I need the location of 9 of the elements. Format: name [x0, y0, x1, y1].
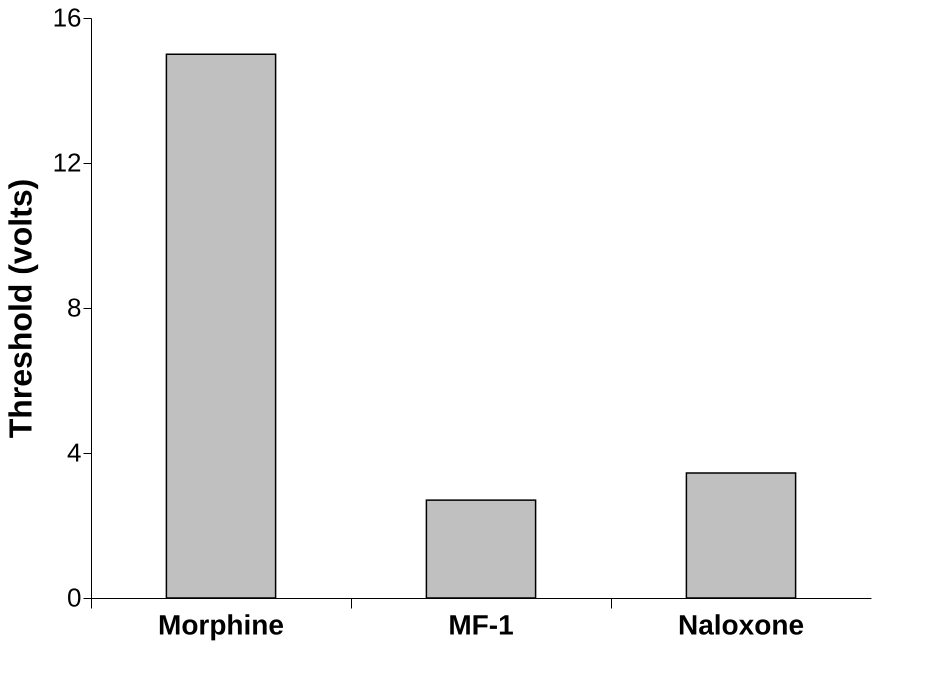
y-axis-title: Threshold (volts) — [2, 178, 39, 438]
y-tick-label: 8 — [67, 292, 82, 322]
x-tick-label: Morphine — [158, 610, 284, 640]
y-tick-label: 4 — [67, 438, 82, 468]
y-tick-label: 0 — [67, 582, 82, 612]
y-tick-label: 16 — [52, 2, 82, 32]
y-tick-label: 12 — [52, 148, 82, 178]
x-tick-label: MF-1 — [448, 610, 514, 640]
x-tick-label: Naloxone — [678, 610, 804, 640]
